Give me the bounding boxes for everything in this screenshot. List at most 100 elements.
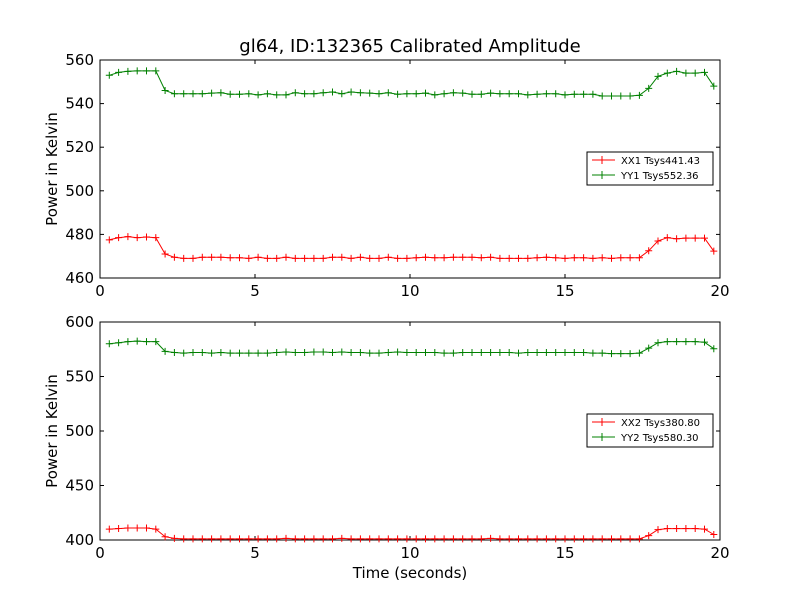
data-point bbox=[487, 349, 495, 357]
data-point bbox=[431, 254, 439, 262]
data-point bbox=[180, 349, 188, 357]
data-point bbox=[477, 90, 485, 98]
data-point bbox=[189, 349, 197, 357]
data-point bbox=[366, 89, 374, 97]
data-point bbox=[170, 534, 178, 542]
data-point bbox=[701, 68, 708, 76]
data-point bbox=[440, 254, 448, 262]
data-point bbox=[170, 253, 178, 261]
data-point bbox=[170, 90, 178, 98]
x-tick-label: 5 bbox=[250, 544, 260, 562]
data-point bbox=[505, 90, 513, 98]
series-1 bbox=[105, 524, 718, 543]
data-point bbox=[198, 535, 206, 543]
data-point bbox=[366, 254, 374, 262]
data-point bbox=[561, 349, 569, 357]
data-point bbox=[431, 535, 439, 543]
data-point bbox=[598, 349, 606, 357]
data-point bbox=[617, 535, 625, 543]
x-tick-label: 0 bbox=[95, 282, 105, 300]
data-point bbox=[329, 349, 336, 357]
data-point bbox=[570, 254, 578, 262]
data-point bbox=[217, 535, 225, 543]
data-point bbox=[617, 254, 625, 262]
data-point bbox=[645, 84, 653, 92]
data-point bbox=[133, 67, 141, 75]
y-tick-label: 400 bbox=[65, 531, 94, 549]
data-point bbox=[440, 349, 448, 357]
series-1 bbox=[105, 233, 718, 262]
data-point bbox=[468, 349, 476, 357]
data-point bbox=[329, 535, 336, 543]
data-point bbox=[710, 247, 718, 255]
legend-marker bbox=[598, 433, 606, 441]
data-point bbox=[477, 535, 485, 543]
data-point bbox=[301, 254, 309, 262]
data-point bbox=[124, 524, 132, 532]
data-point bbox=[356, 349, 364, 357]
data-point bbox=[282, 534, 290, 542]
data-point bbox=[338, 534, 346, 542]
data-point bbox=[124, 338, 132, 346]
data-point bbox=[189, 535, 197, 543]
data-point bbox=[580, 535, 588, 543]
data-point bbox=[570, 349, 578, 357]
data-point bbox=[143, 524, 150, 532]
data-point bbox=[654, 339, 662, 347]
y-axis-label: Power in Kelvin bbox=[43, 374, 61, 488]
data-point bbox=[189, 254, 197, 262]
data-point bbox=[347, 254, 355, 262]
data-point bbox=[608, 350, 615, 358]
data-point bbox=[226, 254, 234, 262]
y-tick-label: 500 bbox=[65, 422, 94, 440]
data-point bbox=[124, 233, 132, 241]
data-point bbox=[161, 347, 169, 355]
data-point bbox=[254, 535, 262, 543]
data-point bbox=[217, 253, 225, 261]
data-point bbox=[375, 535, 383, 543]
data-point bbox=[617, 350, 625, 358]
data-point bbox=[552, 349, 560, 357]
data-point bbox=[449, 535, 457, 543]
data-point bbox=[254, 349, 262, 357]
legend-marker bbox=[598, 418, 606, 426]
x-tick-label: 20 bbox=[710, 282, 729, 300]
data-point bbox=[459, 535, 467, 543]
y-tick-label: 520 bbox=[65, 138, 94, 156]
data-point bbox=[263, 90, 271, 98]
data-point bbox=[589, 254, 597, 262]
data-point bbox=[691, 69, 699, 77]
data-point bbox=[338, 348, 346, 356]
data-point bbox=[282, 348, 290, 356]
y-tick-label: 500 bbox=[65, 182, 94, 200]
data-point bbox=[710, 345, 718, 353]
data-point bbox=[394, 348, 402, 356]
data-point bbox=[198, 349, 206, 357]
data-point bbox=[673, 67, 681, 75]
legend-label: XX2 Tsys380.80 bbox=[621, 418, 700, 429]
data-point bbox=[663, 525, 671, 533]
y-tick-label: 460 bbox=[65, 269, 94, 287]
data-point bbox=[356, 89, 364, 97]
data-point bbox=[403, 535, 411, 543]
data-point bbox=[263, 535, 271, 543]
data-point bbox=[673, 338, 681, 346]
data-point bbox=[375, 349, 383, 357]
data-point bbox=[701, 338, 708, 346]
data-point bbox=[115, 234, 123, 242]
legend-marker bbox=[598, 156, 606, 164]
data-point bbox=[236, 254, 243, 262]
data-point bbox=[691, 525, 699, 533]
data-point bbox=[422, 349, 429, 357]
x-tick-label: 20 bbox=[710, 544, 729, 562]
data-point bbox=[403, 254, 411, 262]
data-point bbox=[152, 525, 160, 533]
data-point bbox=[617, 92, 625, 100]
data-point bbox=[310, 90, 318, 98]
data-point bbox=[542, 349, 550, 357]
data-point bbox=[217, 89, 225, 97]
data-point bbox=[319, 535, 327, 543]
data-point bbox=[394, 535, 402, 543]
data-point bbox=[319, 348, 327, 356]
data-point bbox=[608, 92, 615, 100]
